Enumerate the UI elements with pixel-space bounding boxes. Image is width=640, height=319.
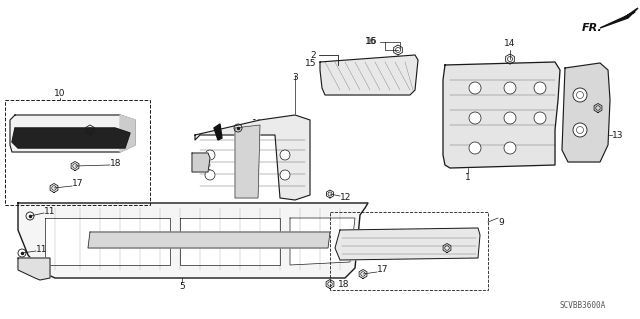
Polygon shape (443, 62, 560, 168)
Text: 18: 18 (338, 280, 349, 289)
Text: 12: 12 (340, 194, 351, 203)
Text: 17: 17 (377, 265, 388, 275)
Circle shape (280, 150, 290, 160)
Text: 11: 11 (252, 118, 264, 128)
Circle shape (205, 150, 215, 160)
Circle shape (573, 88, 587, 102)
Circle shape (469, 142, 481, 154)
Text: 15: 15 (305, 60, 316, 69)
Text: 17: 17 (103, 122, 115, 130)
Polygon shape (214, 124, 222, 140)
Circle shape (534, 82, 546, 94)
Text: 17: 17 (72, 180, 83, 189)
Circle shape (469, 112, 481, 124)
Text: 14: 14 (504, 39, 516, 48)
Text: FR.: FR. (582, 23, 603, 33)
Polygon shape (290, 218, 355, 265)
Text: 18: 18 (110, 159, 122, 167)
Circle shape (504, 142, 516, 154)
Text: 23: 23 (220, 128, 232, 137)
Circle shape (573, 123, 587, 137)
Polygon shape (12, 128, 130, 148)
Circle shape (205, 170, 215, 180)
Polygon shape (235, 125, 260, 198)
Text: 9: 9 (498, 218, 504, 227)
Text: 5: 5 (179, 282, 185, 291)
Circle shape (577, 127, 584, 133)
Polygon shape (120, 115, 135, 152)
Text: 10: 10 (54, 89, 66, 98)
Text: 1: 1 (465, 173, 471, 182)
Polygon shape (10, 115, 135, 152)
Circle shape (534, 112, 546, 124)
Text: SCVBB3600A: SCVBB3600A (560, 301, 606, 310)
Circle shape (280, 170, 290, 180)
Text: 2: 2 (310, 50, 316, 60)
Circle shape (469, 82, 481, 94)
Polygon shape (88, 232, 330, 248)
Polygon shape (45, 218, 170, 265)
Polygon shape (562, 63, 610, 162)
Polygon shape (335, 228, 480, 260)
Text: 11: 11 (44, 206, 56, 216)
Bar (5, 100, 150, 205)
Polygon shape (320, 55, 418, 95)
Text: 13: 13 (612, 130, 623, 139)
Polygon shape (195, 115, 310, 200)
Polygon shape (180, 218, 280, 265)
Text: 16: 16 (365, 38, 376, 47)
Polygon shape (18, 258, 50, 280)
Polygon shape (18, 203, 368, 278)
Text: 16: 16 (365, 38, 377, 47)
Text: 3: 3 (292, 73, 298, 82)
Circle shape (504, 82, 516, 94)
Text: 17: 17 (460, 238, 472, 247)
Polygon shape (192, 153, 210, 172)
Bar (330, 212, 488, 290)
Text: 22: 22 (200, 163, 211, 172)
Polygon shape (600, 8, 638, 28)
Text: 11: 11 (36, 244, 47, 254)
Circle shape (577, 92, 584, 99)
Circle shape (504, 112, 516, 124)
